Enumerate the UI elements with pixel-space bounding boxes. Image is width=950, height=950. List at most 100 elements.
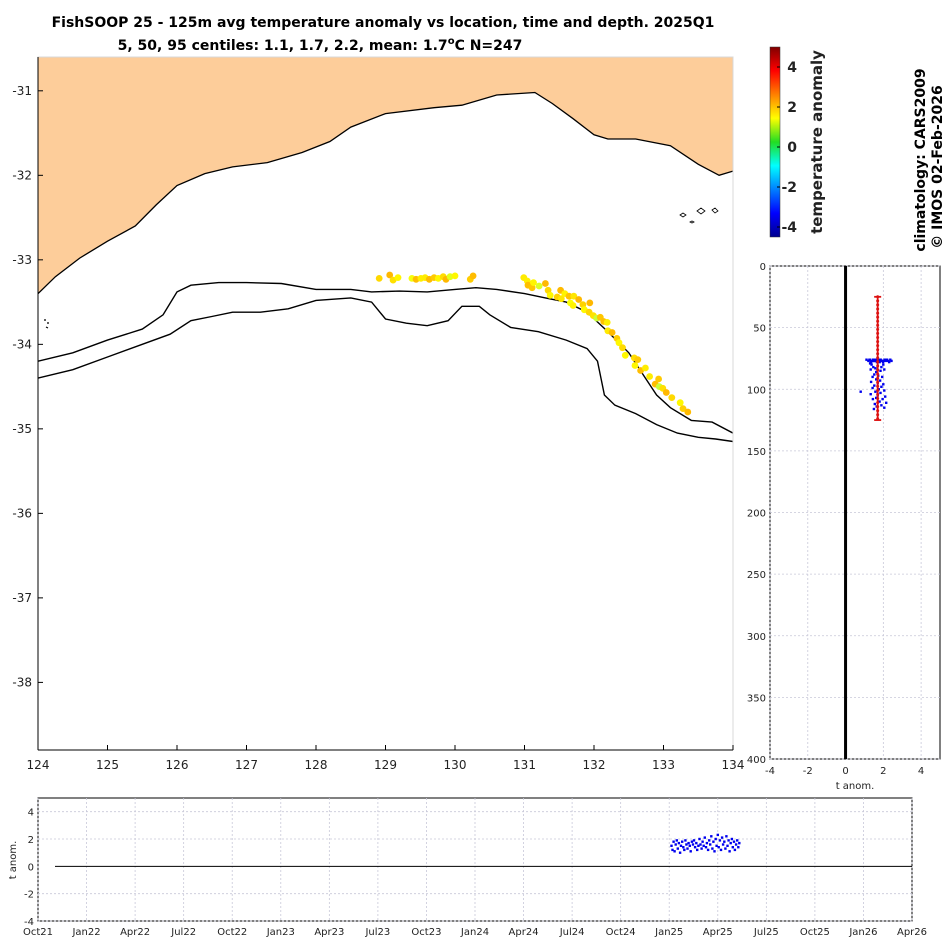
profile-grid	[769, 265, 940, 760]
map-point	[469, 272, 477, 280]
timeseries-x-tick-label: Oct22	[217, 927, 247, 938]
centile-bar-marker	[876, 413, 880, 417]
profile-point	[882, 383, 885, 386]
map-x-tick-label: 127	[235, 758, 258, 772]
colorbar: -4 -2 0 2 4 temperature anomaly	[769, 46, 826, 238]
map-point	[542, 280, 549, 287]
profile-centile-bar	[874, 295, 882, 421]
timeseries-x-tick-label: Apr25	[703, 927, 733, 938]
map-point	[530, 279, 537, 286]
timeseries-y-tick-label: 2	[28, 835, 34, 846]
timeseries-y-ticks: -4 -2 0 2 4	[24, 808, 34, 928]
isobath-deep	[38, 297, 733, 443]
profile-x-tick-label: 4	[918, 766, 924, 777]
timeseries-point	[671, 848, 674, 852]
colorbar-tick-label: -4	[781, 220, 797, 236]
map-point	[684, 408, 692, 416]
profile-x-tick-label: 2	[880, 766, 886, 777]
profile-x-label: t anom.	[836, 781, 875, 792]
profile-point	[871, 386, 874, 390]
profile-x-tick-label: 0	[842, 766, 848, 777]
timeseries-x-tick-label: Jan23	[266, 927, 295, 938]
timeseries-point	[718, 839, 722, 842]
timeseries-point	[703, 836, 706, 839]
map-panel: 124 125 126 127 128 129 130 131 132 133 134 -31 -32…	[12, 56, 744, 772]
timeseries-point	[706, 848, 710, 852]
profile-x-ticks: -4 -2 0 2 4	[765, 766, 924, 777]
map-point	[394, 274, 402, 281]
timeseries-point	[730, 837, 734, 841]
timeseries-point	[734, 843, 738, 846]
profile-point	[873, 402, 876, 406]
timeseries-point	[682, 846, 685, 849]
profile-point	[869, 393, 872, 396]
timeseries-point	[692, 839, 696, 842]
profile-point	[890, 359, 893, 363]
chart-title-line2: 5, 50, 95 centiles: 1.1, 1.7, 2.2, mean:…	[118, 36, 523, 54]
profile-point	[880, 365, 883, 369]
map-x-tick-label: 125	[96, 758, 119, 772]
profile-y-tick-label: 0	[760, 262, 766, 273]
profile-point	[885, 401, 888, 404]
map-point	[662, 389, 670, 396]
map-point	[615, 339, 623, 347]
timeseries-point	[727, 839, 730, 842]
timeseries-x-tick-label: Jan22	[71, 927, 100, 938]
centile-bar-marker	[876, 336, 880, 339]
map-point	[646, 373, 653, 380]
timeseries-point	[731, 846, 734, 849]
timeseries-point	[728, 850, 731, 853]
profile-y-tick-label: 50	[753, 324, 766, 335]
map-point	[546, 291, 554, 299]
profile-y-tick-label: 150	[747, 447, 766, 458]
profile-point	[885, 359, 888, 363]
centile-bar-marker	[876, 315, 880, 319]
profile-point	[874, 367, 877, 370]
timeseries-point	[696, 848, 699, 852]
centile-bar-marker	[876, 344, 880, 348]
timeseries-x-tick-label: Oct24	[606, 927, 636, 938]
map-point	[451, 272, 459, 280]
map-point	[386, 271, 394, 279]
profile-point	[874, 390, 877, 393]
timeseries-x-tick-label: Jul25	[753, 927, 779, 938]
map-x-tick-label: 129	[374, 758, 397, 772]
isobath-shallow	[38, 281, 733, 434]
colorbar-label: temperature anomaly	[808, 50, 826, 234]
title-degree: o	[448, 36, 455, 47]
profile-point	[875, 370, 878, 374]
timeseries-point	[719, 848, 723, 852]
map-x-tick-label: 133	[652, 758, 675, 772]
map-y-tick-label: -32	[12, 168, 32, 182]
timeseries-point	[685, 843, 688, 846]
centile-bar-marker	[876, 360, 880, 364]
timeseries-x-tick-label: Apr22	[120, 927, 150, 938]
map-point	[570, 292, 578, 300]
centile-bar-marker	[876, 392, 880, 396]
map-point	[575, 296, 583, 303]
profile-point	[883, 389, 886, 392]
timeseries-point	[689, 850, 692, 853]
centile-bar-marker	[876, 409, 880, 413]
map-points-layer	[375, 271, 692, 416]
centile-bar-marker	[876, 368, 880, 372]
colorbar-tick-label: 4	[787, 60, 797, 76]
map-y-tick-label: -38	[12, 675, 32, 689]
map-point	[579, 301, 587, 308]
map-point	[634, 356, 642, 363]
map-x-tick-label: 124	[27, 758, 50, 772]
profile-y-tick-label: 250	[747, 570, 766, 581]
centile-bar-marker	[876, 364, 880, 368]
profile-point	[871, 375, 874, 379]
islands	[679, 207, 719, 224]
map-content	[38, 57, 733, 443]
profile-point	[873, 373, 876, 376]
timeseries-point	[710, 835, 713, 838]
timeseries-x-tick-label: Oct21	[23, 927, 53, 938]
map-point	[679, 405, 687, 412]
profile-point	[873, 384, 876, 387]
profile-point	[868, 362, 872, 365]
profile-point	[874, 359, 877, 363]
profile-x-tick-label: -2	[803, 766, 813, 777]
timeseries-point	[683, 848, 686, 852]
